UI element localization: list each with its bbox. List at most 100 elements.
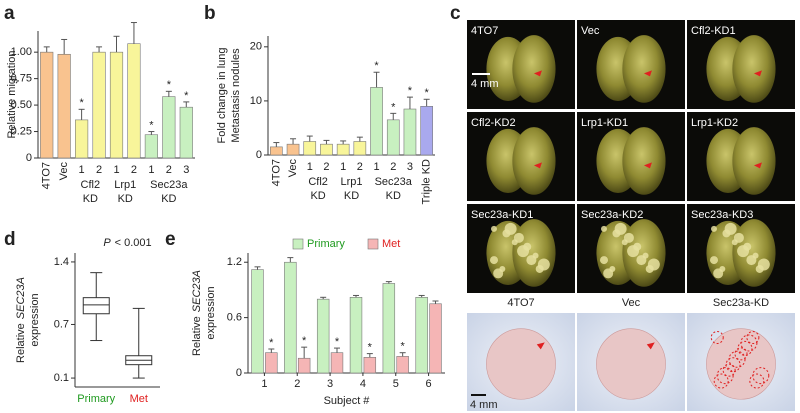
bar [320,143,333,156]
error-bar [61,38,68,55]
y-tick-label: 0.75 [11,73,32,85]
tumor [752,367,770,385]
photo-label: Lrp1-KD2 [691,117,738,129]
y-tick-label: 0 [256,149,262,161]
y-axis-label: Relative migration [6,50,18,138]
error-bar [113,35,120,53]
significance-star: * [368,342,373,354]
tissue [706,328,776,400]
y-axis-label: Fold change in lung [216,47,228,143]
nodule [733,232,744,243]
photo [467,20,575,109]
bar [40,51,54,159]
bar [363,357,377,374]
nodule [647,258,660,271]
error-bar [399,352,406,357]
bar [330,352,344,374]
bar [251,269,264,374]
x-tick-label: 1 [340,161,346,173]
tumor [716,367,734,385]
bar [429,303,442,374]
photo-label: Cfl2-KD2 [471,117,516,129]
bar [303,141,317,156]
x-tick-label: 6 [426,378,432,390]
y-tick-label: 0 [26,152,32,164]
x-tick-label: 1 [373,161,379,173]
significance-star: * [79,97,84,109]
photo-label: Cfl2-KD1 [691,25,736,37]
bar [336,143,350,156]
y-axis-label: Relative SEC23A [15,277,27,363]
y-tick-label: 0.1 [54,372,69,384]
y-tick-label: 10 [250,95,262,107]
photo-label: 4TO7 [471,25,498,37]
x-tick-label: Vec [58,162,70,181]
lung-lobe [732,127,776,195]
y-tick-label: 1.2 [227,256,242,268]
bar [420,106,433,156]
bar [353,141,367,156]
x-tick-label: 1 [79,164,85,176]
bar [349,297,363,374]
histology-label: 4TO7 [507,297,534,309]
nodule [513,232,524,243]
nodule [609,265,616,272]
nodule [600,256,608,265]
x-tick-label: 2 [294,378,300,390]
tumor [728,350,746,368]
bar [396,356,409,374]
tumor [722,363,736,377]
error-bar [353,294,360,298]
bar [109,51,124,159]
x-tick-label: 1 [113,164,119,176]
tumor [740,334,758,352]
arrow [643,70,652,77]
bar [316,298,330,374]
error-bar [254,266,261,270]
bar [75,119,89,159]
arrow [533,70,542,77]
x-tick-label: 3 [407,161,413,173]
error-bar [320,296,327,300]
box [82,297,110,315]
x-tick-label: Vec [287,159,299,178]
photo [687,112,795,201]
nodule [537,258,550,271]
histology [687,313,795,411]
photo-label: Sec23a-KD1 [471,209,533,221]
annotation: P < 0.001 [103,237,151,249]
nodule [633,242,642,251]
y-tick-label: 20 [250,41,262,53]
group-label: Sec23a [150,179,188,191]
lung-lobe [512,127,556,195]
x-tick-label: 2 [323,161,329,173]
nodule [499,265,506,272]
bar [382,283,396,374]
error-bar [418,294,425,298]
error-bar [183,101,190,108]
nodule [623,232,634,243]
y-axis-label-part: expression [205,286,217,339]
panel-letter: b [204,3,216,24]
photo-label: Lrp1-KD1 [581,117,628,129]
group-label: Lrp1 [340,176,362,188]
x-tick-label: 4TO7 [41,162,53,189]
nodule [504,222,517,235]
scale-bar-label: 4 mm [471,78,499,90]
tumor [746,331,760,344]
box-plot [125,307,153,379]
significance-star: * [184,90,189,102]
y-axis-label-part: Relative [15,323,27,363]
nodule [711,225,717,232]
group-label: Cfl2 [81,179,101,191]
arrow [536,342,545,350]
bar [284,261,297,374]
legend-label: Met [382,238,400,250]
error-bar [148,131,155,135]
nodule [642,252,649,259]
bar [270,146,283,156]
bar [415,297,428,374]
significance-star: * [401,341,406,353]
y-tick-label: 1.4 [54,256,69,268]
